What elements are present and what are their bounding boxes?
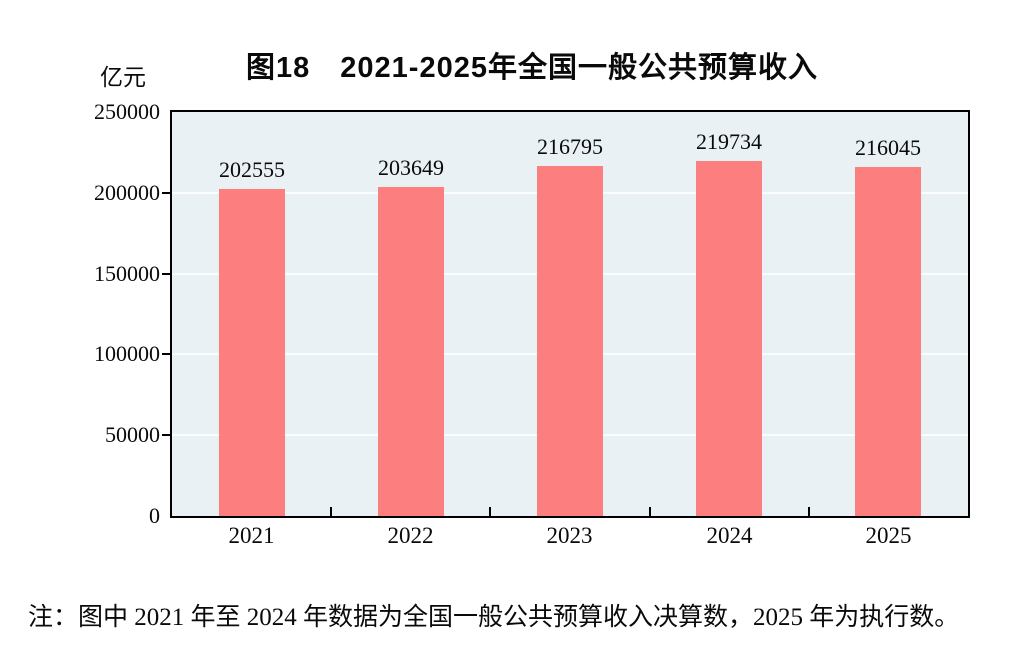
x-axis-tick-mark [330,507,332,516]
x-axis-category-label: 2023 [546,523,593,548]
y-axis-tick-label: 50000 [105,422,160,448]
plot-area: 202555 203649 216795 219734 216045 [170,110,970,518]
y-axis-tick-mark [162,353,170,356]
y-axis-tick-mark [162,191,170,194]
x-axis-category-label: 2021 [228,523,275,548]
y-axis-tick-label: 200000 [94,179,160,205]
bar-value-label: 219734 [696,129,762,154]
y-axis-tick-mark [162,272,170,275]
chart-title: 图18 2021-2025年全国一般公共预算收入 [246,52,818,84]
y-axis-tick-label: 150000 [94,260,160,286]
x-axis-tick-mark [489,507,491,516]
x-axis-category-label: 2022 [387,523,434,548]
x-axis-tick-mark [808,507,810,516]
bar-2022 [378,187,444,516]
bar-2025 [855,167,921,516]
y-axis-tick-mark [162,434,170,437]
bar-value-label: 216795 [537,134,603,159]
footnote: 注：图中 2021 年至 2024 年数据为全国一般公共预算收入决算数，2025… [28,604,960,631]
x-axis-category-label: 2024 [706,523,753,548]
y-axis-tick-label: 100000 [94,341,160,367]
x-axis-category-label: 2025 [865,523,912,548]
y-axis-tick-label: 250000 [94,99,160,124]
bar-2024 [696,161,762,516]
y-axis-tick-label: 0 [149,503,160,528]
x-axis-tick-mark [649,507,651,516]
bar-2021 [219,189,285,516]
y-axis-unit-label: 亿元 [100,65,146,90]
bar-value-label: 203649 [378,155,444,180]
bar-2023 [537,166,603,516]
bar-value-label: 216045 [855,135,921,160]
bar-value-label: 202555 [219,157,285,182]
